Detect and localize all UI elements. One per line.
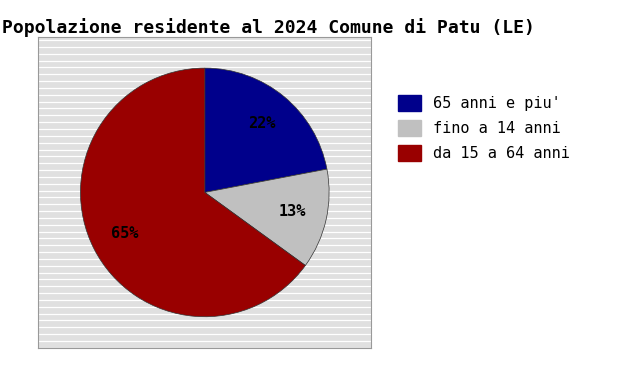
Text: 13%: 13% — [278, 205, 306, 219]
Wedge shape — [205, 169, 329, 265]
Wedge shape — [81, 68, 305, 317]
Text: Popolazione residente al 2024 Comune di Patu (LE): Popolazione residente al 2024 Comune di … — [3, 18, 535, 37]
Legend: 65 anni e piu', fino a 14 anni, da 15 a 64 anni: 65 anni e piu', fino a 14 anni, da 15 a … — [392, 89, 576, 168]
Wedge shape — [205, 68, 327, 192]
Text: 22%: 22% — [248, 116, 276, 131]
Text: 65%: 65% — [111, 226, 139, 240]
